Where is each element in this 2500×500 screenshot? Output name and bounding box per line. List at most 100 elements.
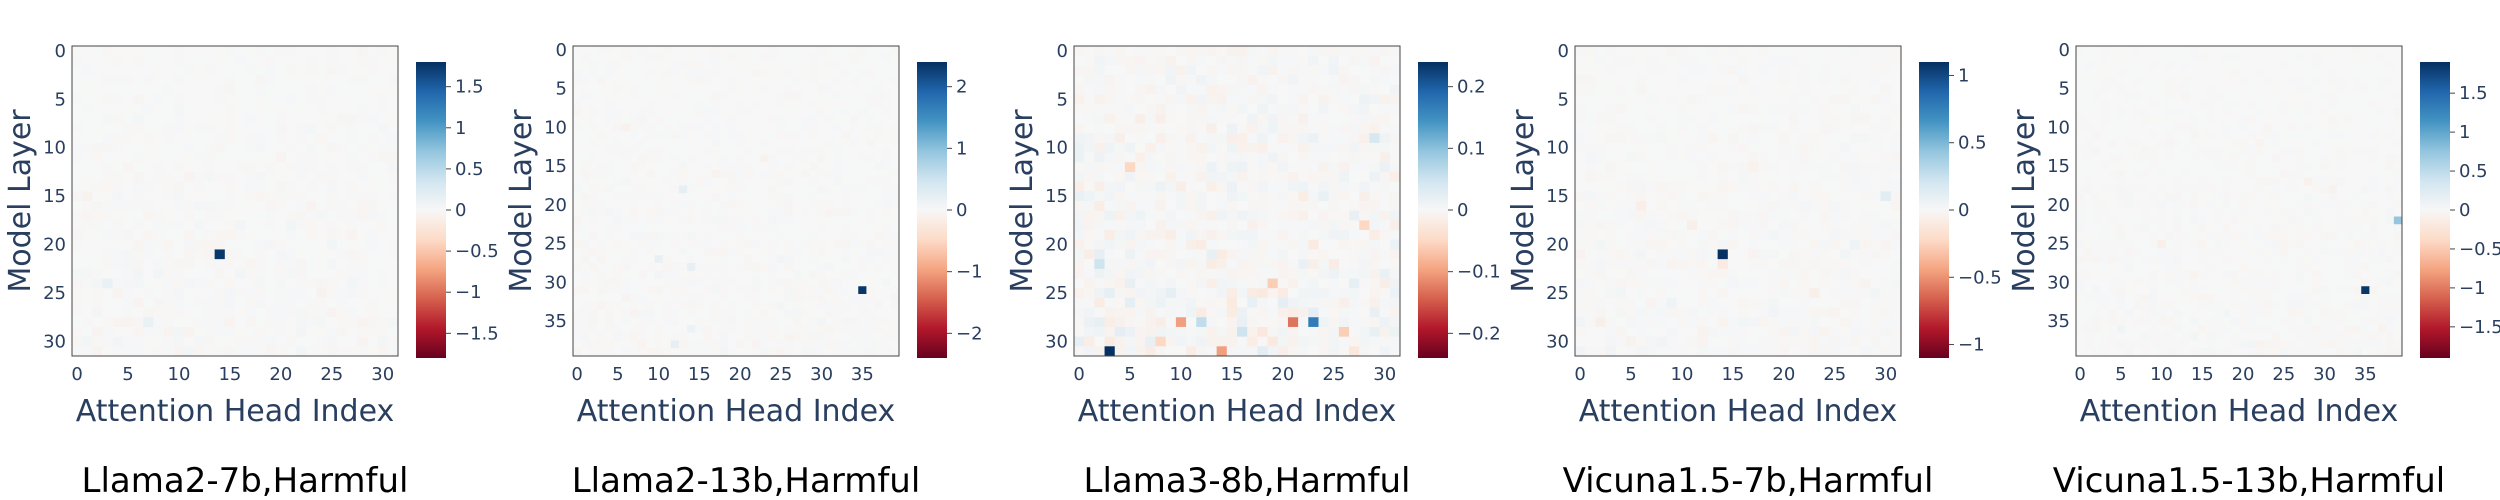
heatmap-cell bbox=[367, 171, 379, 183]
heatmap-cell bbox=[638, 332, 647, 341]
y-axis-title: Model Layer bbox=[1005, 109, 1040, 293]
heatmap-cell bbox=[1369, 288, 1381, 299]
heatmap-cell bbox=[1175, 123, 1187, 134]
heatmap-cell bbox=[1717, 268, 1729, 279]
heatmap-cell bbox=[1155, 65, 1167, 76]
heatmap-cell bbox=[573, 294, 582, 303]
heatmap-cell bbox=[224, 307, 236, 318]
heatmap-cell bbox=[1585, 152, 1596, 163]
y-axis-title: Model Layer bbox=[1506, 109, 1541, 293]
heatmap-cell bbox=[866, 92, 875, 101]
heatmap-cell bbox=[347, 152, 358, 163]
heatmap-cell bbox=[194, 104, 205, 115]
heatmap-cell bbox=[613, 46, 623, 55]
heatmap-cell bbox=[1809, 171, 1820, 183]
heatmap-cell bbox=[2304, 61, 2313, 70]
heatmap-cell bbox=[1748, 113, 1759, 124]
heatmap-cell bbox=[573, 332, 582, 341]
x-tick-label: 10 bbox=[1170, 364, 1193, 385]
heatmap-cell bbox=[687, 232, 696, 241]
heatmap-cell bbox=[760, 115, 769, 124]
heatmap-cell bbox=[275, 220, 287, 231]
heatmap-cell bbox=[1768, 249, 1780, 260]
heatmap-cell bbox=[1656, 346, 1668, 357]
heatmap-cell bbox=[1850, 84, 1861, 95]
y-tick-label: 30 bbox=[1546, 331, 1569, 352]
heatmap-cell bbox=[265, 191, 277, 202]
heatmap-cell bbox=[850, 100, 859, 109]
heatmap-cell bbox=[357, 181, 368, 192]
heatmap-cell bbox=[1687, 55, 1698, 66]
heatmap-cell bbox=[336, 142, 348, 153]
heatmap-cell bbox=[235, 230, 246, 241]
heatmap-cell bbox=[1124, 201, 1136, 212]
heatmap-cell bbox=[224, 55, 236, 66]
heatmap-cell bbox=[1318, 230, 1330, 241]
heatmap-cell bbox=[1298, 259, 1309, 270]
heatmap-cell bbox=[866, 255, 875, 264]
heatmap-cell bbox=[214, 288, 226, 299]
heatmap-cell bbox=[184, 94, 195, 105]
heatmap-cell bbox=[1196, 230, 1207, 241]
heatmap-cell bbox=[1074, 278, 1085, 289]
heatmap-cell bbox=[265, 123, 277, 134]
heatmap-cell bbox=[377, 297, 389, 308]
heatmap-cell bbox=[752, 123, 761, 132]
heatmap-cell bbox=[793, 263, 802, 272]
heatmap-cell bbox=[630, 53, 639, 62]
heatmap-cell bbox=[1175, 162, 1187, 173]
heatmap-cell bbox=[776, 154, 786, 163]
heatmap-cell bbox=[224, 259, 236, 270]
heatmap-cell bbox=[2230, 46, 2240, 55]
heatmap-cell bbox=[1880, 288, 1892, 299]
heatmap-cell bbox=[768, 270, 778, 279]
heatmap-cell bbox=[265, 230, 277, 241]
heatmap-cell bbox=[306, 142, 317, 153]
heatmap-cell bbox=[874, 201, 884, 210]
heatmap-cell bbox=[752, 84, 761, 93]
heatmap-cell bbox=[2393, 69, 2403, 78]
heatmap-cell bbox=[2092, 69, 2101, 78]
heatmap-cell bbox=[1788, 104, 1800, 115]
heatmap-cell bbox=[1615, 220, 1627, 231]
heatmap-cell bbox=[784, 278, 794, 287]
heatmap-cell bbox=[265, 55, 277, 66]
heatmap-cell bbox=[1145, 171, 1156, 183]
heatmap-cell bbox=[1084, 307, 1095, 318]
heatmap-cell bbox=[1226, 46, 1238, 57]
heatmap-cell bbox=[703, 216, 712, 225]
heatmap-cell bbox=[605, 301, 615, 310]
heatmap-cell bbox=[621, 185, 631, 194]
heatmap-cell bbox=[1074, 346, 1085, 357]
heatmap-cell bbox=[1809, 317, 1820, 328]
heatmap-cell bbox=[581, 286, 590, 295]
heatmap-cell bbox=[654, 139, 664, 148]
heatmap-cell bbox=[194, 307, 205, 318]
heatmap-cell bbox=[752, 139, 761, 148]
heatmap-cell bbox=[347, 239, 358, 250]
heatmap-cell bbox=[235, 84, 246, 95]
heatmap-cell bbox=[890, 170, 900, 179]
plot-frame bbox=[71, 45, 399, 357]
heatmap-cell bbox=[719, 286, 729, 295]
heatmap-cell bbox=[841, 185, 851, 194]
heatmap-cell bbox=[1298, 317, 1309, 328]
heatmap-cell bbox=[1615, 162, 1627, 173]
heatmap-cell bbox=[1585, 55, 1596, 66]
heatmap-cell bbox=[1636, 210, 1647, 221]
heatmap-cell bbox=[143, 162, 154, 173]
heatmap-cell bbox=[1379, 249, 1391, 260]
heatmap-cell bbox=[1237, 220, 1248, 231]
heatmap-cell bbox=[367, 113, 379, 124]
heatmap-cell bbox=[646, 317, 655, 326]
heatmap-cell bbox=[695, 177, 704, 186]
heatmap-cell bbox=[573, 263, 582, 272]
heatmap-cell bbox=[752, 255, 761, 264]
y-tick-label: 20 bbox=[43, 235, 66, 256]
heatmap-cell bbox=[1114, 336, 1126, 347]
heatmap-cell bbox=[662, 239, 672, 248]
heatmap-cell bbox=[1839, 181, 1851, 192]
heatmap-cell bbox=[621, 108, 631, 117]
heatmap-cell bbox=[1646, 94, 1657, 105]
heatmap-cell bbox=[809, 61, 818, 70]
